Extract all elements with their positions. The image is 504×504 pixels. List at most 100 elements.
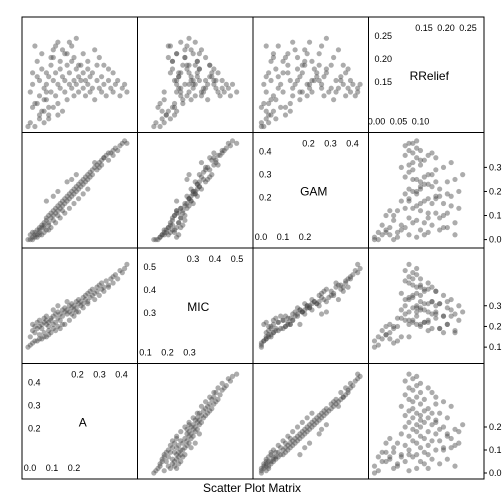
data-point [417, 458, 424, 465]
data-point [151, 123, 157, 130]
data-point [29, 234, 36, 240]
data-point [64, 179, 70, 185]
data-point [326, 408, 332, 414]
data-point [452, 311, 458, 317]
data-point [280, 447, 286, 453]
data-point [55, 188, 61, 195]
data-point [263, 463, 269, 469]
data-point [387, 232, 393, 238]
data-point [304, 93, 310, 99]
data-point [62, 309, 68, 315]
data-point [266, 327, 272, 334]
data-point [217, 392, 223, 398]
data-point [290, 311, 296, 317]
data-point [268, 449, 274, 455]
data-point [258, 470, 265, 476]
y-tick-label: 0.3 [489, 162, 502, 172]
data-point [186, 70, 192, 76]
data-point [211, 81, 217, 87]
data-point [333, 77, 339, 84]
data-point [402, 278, 408, 284]
data-point [55, 100, 61, 107]
data-point [188, 97, 194, 103]
data-point [333, 280, 339, 286]
data-point [402, 424, 408, 430]
data-point [85, 301, 91, 307]
data-point [309, 307, 315, 313]
data-point [314, 301, 320, 307]
data-point [440, 224, 447, 231]
data-point [292, 435, 298, 442]
data-point [355, 270, 361, 276]
data-point [115, 77, 121, 84]
data-point [78, 179, 84, 185]
data-point [176, 442, 182, 448]
data-point [80, 181, 86, 187]
data-point [437, 193, 443, 199]
data-point [57, 66, 63, 72]
data-point [290, 85, 296, 91]
data-point [188, 74, 194, 80]
data-point [50, 208, 56, 214]
data-point [167, 222, 174, 228]
data-point [200, 408, 207, 414]
data-point [316, 77, 322, 84]
data-point [417, 284, 424, 290]
data-point [76, 186, 82, 192]
data-point [398, 454, 404, 460]
data-point [328, 406, 334, 412]
data-point [101, 62, 107, 68]
data-point [182, 54, 188, 61]
data-point [99, 162, 105, 168]
data-point [39, 232, 45, 238]
data-point [414, 155, 420, 161]
y-tick-label: 0.1 [489, 445, 502, 455]
data-point [292, 81, 298, 87]
data-point [433, 431, 439, 437]
panel-2-3: 0.1 0.2 0.3 [368, 247, 502, 364]
data-point [209, 406, 215, 412]
data-point [371, 234, 378, 240]
data-point [268, 58, 274, 64]
data-point [275, 327, 281, 334]
data-point [188, 77, 194, 84]
data-point [343, 70, 349, 76]
data-point [41, 97, 47, 103]
data-point [48, 315, 54, 321]
data-point [266, 458, 272, 465]
data-point [414, 383, 420, 389]
data-point [190, 51, 196, 57]
data-point [383, 458, 389, 465]
data-point [321, 93, 327, 99]
data-point [333, 284, 339, 290]
data-point [391, 217, 397, 223]
data-point [184, 438, 190, 444]
data-point [266, 454, 272, 460]
data-point [192, 62, 198, 68]
data-point [406, 261, 412, 267]
data-point [268, 323, 274, 330]
data-point [211, 162, 217, 168]
data-point [227, 93, 234, 99]
data-point [234, 140, 240, 146]
data-point [25, 236, 31, 243]
data-point [391, 445, 397, 451]
data-point [171, 212, 178, 219]
data-point [34, 338, 40, 344]
data-point [425, 442, 431, 448]
data-point [437, 325, 443, 332]
data-point [53, 43, 59, 49]
data-point [335, 403, 342, 409]
data-point [261, 461, 267, 467]
data-point [417, 276, 424, 282]
data-point [103, 152, 109, 158]
panel-1-2: GAM 0.0 0.1 0.2 0.2 0.3 0.4 0.4 0.3 0.2 [252, 132, 369, 249]
data-point [421, 435, 427, 442]
data-point [444, 305, 450, 311]
data-point [176, 74, 182, 80]
data-point [299, 70, 305, 76]
data-point [188, 445, 194, 451]
data-point [53, 210, 59, 216]
data-point [78, 299, 84, 305]
data-point [268, 325, 274, 332]
